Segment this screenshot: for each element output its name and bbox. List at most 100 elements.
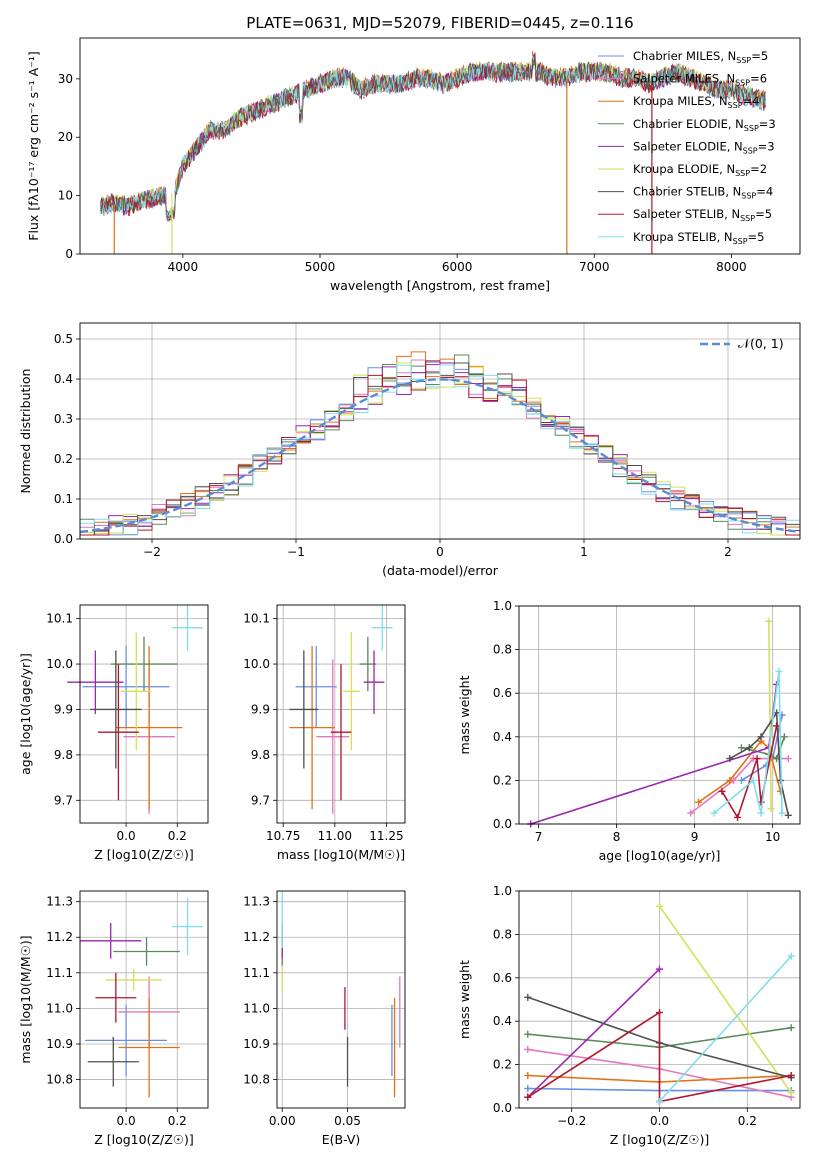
y-tick-label: 11.3 xyxy=(243,895,270,909)
y-tick-label: 0.4 xyxy=(493,730,512,744)
x-tick-label: −1 xyxy=(287,545,305,559)
weight-point-marker xyxy=(656,1097,663,1105)
legend-subscript: SSP xyxy=(735,79,750,88)
weight-series-line xyxy=(768,621,772,809)
x-tick-label: 11.25 xyxy=(369,829,403,843)
weight-point-marker xyxy=(726,755,734,763)
y-axis-label: mass weight xyxy=(457,960,472,1039)
y-tick-label: 11.1 xyxy=(46,966,73,980)
y-tick-label: 0.0 xyxy=(493,817,512,831)
weight-point-marker xyxy=(765,617,773,625)
y-tick-label: 0.2 xyxy=(493,773,512,787)
y-tick-label: 9.7 xyxy=(54,793,73,807)
x-tick-label: −0.2 xyxy=(557,1114,586,1128)
gaussian-curve xyxy=(79,378,801,534)
legend-count: =4 xyxy=(756,185,773,199)
y-tick-label: 11.3 xyxy=(46,895,73,909)
x-tick-label: 0.05 xyxy=(334,1114,361,1128)
weight-point-marker xyxy=(775,667,783,675)
y-tick-label: 9.9 xyxy=(54,702,73,716)
y-axis-label: age [log10(age/yr)] xyxy=(18,653,33,775)
weight-vs-age-panel: 7 8 9 10 0.0 0.2 0.4 0.6 0.8 1.0 age [log10(age/yr… xyxy=(457,599,801,863)
y-tick-label: 10.9 xyxy=(243,1037,270,1051)
weight-series-line xyxy=(658,905,792,1094)
legend-entry: Kroupa STELIB, NSSP=5 xyxy=(633,230,764,246)
weight-point-marker xyxy=(784,811,792,819)
x-tick-label: 7 xyxy=(535,830,543,844)
y-tick-label: 10.0 xyxy=(46,657,73,671)
x-tick-label: 0.00 xyxy=(269,1114,296,1128)
x-axis-label: Z [log10(Z/Z☉)] xyxy=(610,1132,710,1147)
x-axis-label: E(B-V) xyxy=(322,1132,361,1147)
age-vs-mass-panel: 10.75 11.00 11.25 9.7 9.8 9.9 10.0 10.1 mass [lo… xyxy=(243,604,406,862)
weight-point-marker xyxy=(737,744,745,752)
x-tick-label: 8000 xyxy=(716,260,747,274)
residual-histogram-series xyxy=(80,364,800,536)
legend-entry: Chabrier STELIB, NSSP=4 xyxy=(633,185,773,201)
y-tick-label: 10 xyxy=(58,189,73,203)
weight-point-marker xyxy=(745,744,753,752)
weight-point-marker xyxy=(753,755,761,763)
axes-frame xyxy=(276,604,406,824)
weight-point-marker xyxy=(524,1071,532,1079)
legend-count: =6 xyxy=(750,72,767,86)
age-vs-metallicity-panel: 0.0 0.2 9.7 9.8 9.9 10.0 10.1 Z [log10(Z/Z☉)] ag… xyxy=(18,604,209,862)
x-tick-label: 0.2 xyxy=(738,1114,757,1128)
axes-frame xyxy=(276,890,406,1109)
x-tick-label: 6000 xyxy=(442,260,473,274)
x-axis-label: mass [log10(M/M☉)] xyxy=(277,847,405,862)
y-tick-label: 30 xyxy=(58,72,73,86)
weight-point-marker xyxy=(524,1045,532,1053)
weight-point-marker xyxy=(656,1009,663,1017)
weight-point-marker xyxy=(773,722,781,730)
x-tick-label: 7000 xyxy=(579,260,610,274)
y-tick-label: 0.0 xyxy=(54,532,73,546)
legend-entry: Chabrier MILES, NSSP=5 xyxy=(633,49,768,65)
y-tick-label: 9.7 xyxy=(251,793,270,807)
x-tick-label: 10.75 xyxy=(266,829,300,843)
mass-vs-ebv-panel: 0.00 0.05 10.8 10.9 11.0 11.1 11.2 11.3 E(B-V) xyxy=(243,890,406,1147)
weight-point-marker xyxy=(726,776,734,784)
axes-frame xyxy=(79,604,209,824)
x-tick-label: 9 xyxy=(691,830,699,844)
weight-vs-metallicity-panel: −0.2 0.0 0.2 0.0 0.2 0.4 0.6 0.8 1.0 Z [log10(Z/Z… xyxy=(457,884,801,1147)
y-tick-label: 0 xyxy=(65,247,73,261)
weight-point-marker xyxy=(710,809,718,817)
legend-subscript: SSP xyxy=(728,101,743,110)
weight-point-marker xyxy=(734,813,742,821)
x-tick-label: 0.0 xyxy=(117,829,136,843)
y-tick-label: 9.8 xyxy=(54,748,73,762)
weight-point-marker xyxy=(787,1024,795,1032)
weight-point-marker xyxy=(767,805,775,813)
x-tick-label: 8 xyxy=(613,830,621,844)
x-axis-label: wavelength [Angstrom, rest frame] xyxy=(330,278,550,293)
y-tick-label: 10.8 xyxy=(243,1073,270,1087)
x-tick-label: 0 xyxy=(436,545,444,559)
weight-point-marker xyxy=(757,809,765,817)
x-axis-label: Z [log10(Z/Z☉)] xyxy=(94,1132,194,1147)
y-tick-label: 0.4 xyxy=(493,1014,512,1028)
weight-point-marker xyxy=(780,733,788,741)
legend-count: =5 xyxy=(755,207,772,221)
y-tick-label: 0.0 xyxy=(493,1101,512,1115)
weight-point-marker xyxy=(787,1089,795,1097)
weight-point-marker xyxy=(524,1093,532,1101)
weight-point-marker xyxy=(778,809,786,817)
y-tick-label: 10.1 xyxy=(243,612,270,626)
y-tick-label: 0.5 xyxy=(54,332,73,346)
legend-entry: Chabrier ELODIE, NSSP=3 xyxy=(633,117,776,133)
legend-entry: 𝒩(0, 1) xyxy=(738,336,784,351)
legend-count: =5 xyxy=(748,230,765,244)
legend-entry: Salpeter STELIB, NSSP=5 xyxy=(633,207,772,223)
y-axis-label: mass weight xyxy=(457,675,472,754)
figure-title: PLATE=0631, MJD=52079, FIBERID=0445, z=0… xyxy=(246,14,633,32)
axes-frame xyxy=(79,890,209,1109)
axes-frame xyxy=(518,890,801,1109)
x-tick-label: 4000 xyxy=(168,260,199,274)
y-axis-label: Normed distribution xyxy=(18,369,33,494)
spectrum-series-line xyxy=(100,55,766,220)
x-tick-label: 0.0 xyxy=(650,1114,669,1128)
x-axis-label: Z [log10(Z/Z☉)] xyxy=(94,847,194,862)
y-tick-label: 0.6 xyxy=(493,971,512,985)
